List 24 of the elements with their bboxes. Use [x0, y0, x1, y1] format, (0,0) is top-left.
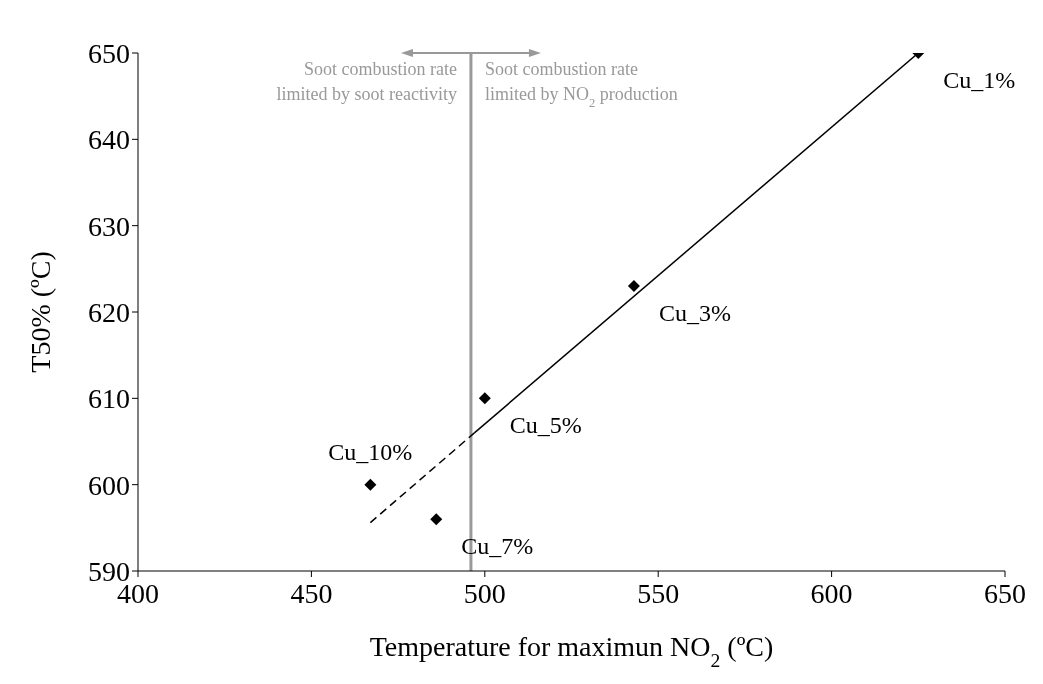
annotation: Soot combustion rate limited by soot reactivity: [276, 59, 457, 104]
y-tick-label: 600: [88, 469, 130, 501]
point: [627, 280, 640, 293]
y-axis-title: T50% (ºC): [25, 251, 56, 373]
x-tick-label: 450: [290, 577, 333, 609]
annotation: Cu_5%: [509, 412, 582, 439]
point: [364, 478, 377, 491]
y-tick-label: 630: [88, 210, 130, 242]
y-tick-label: 650: [88, 37, 130, 69]
annotation: Cu_3%: [658, 300, 731, 327]
x-tick-label: 600: [810, 577, 853, 609]
point: [430, 513, 443, 526]
annotation: Soot combustion rate limited by NO$_{2}$ production: [484, 59, 678, 110]
x-tick-label: 650: [984, 577, 1026, 609]
y-tick-label: 640: [88, 124, 130, 156]
y-tick-label: 610: [88, 383, 130, 415]
point: [478, 392, 491, 405]
x-axis-title: Temperature for maximun NO$_{2}$ (ºC): [369, 631, 774, 671]
x-tick-label: 550: [637, 577, 680, 609]
annotation: Cu_10%: [328, 438, 413, 465]
annotation: Cu_1%: [943, 67, 1016, 93]
y-tick-label: 620: [88, 296, 130, 328]
x-tick-label: 500: [463, 577, 506, 609]
annotation: Cu_7%: [461, 533, 534, 560]
